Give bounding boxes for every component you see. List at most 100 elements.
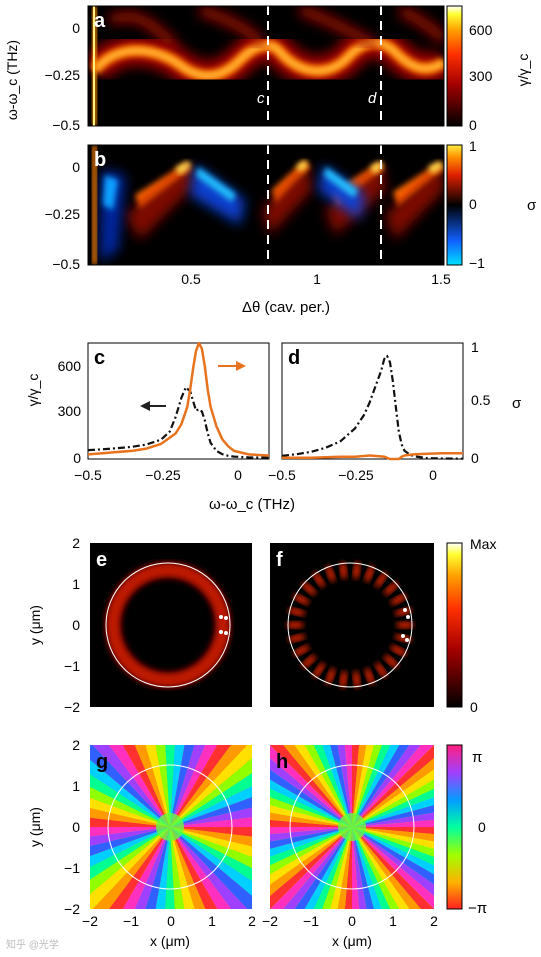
g-xtick-neg2: −2 bbox=[82, 913, 98, 929]
mode-lobe bbox=[293, 594, 310, 605]
panel-a-heatmap bbox=[88, 6, 444, 126]
phase-sector bbox=[313, 827, 352, 909]
colorbar-gh-min: −π bbox=[468, 900, 487, 917]
colorbar-b-label: σ bbox=[527, 197, 537, 214]
series-line-c-gamma bbox=[87, 386, 270, 459]
b-ytick-0: 0 bbox=[72, 159, 80, 175]
b-xtick-1: 1 bbox=[313, 271, 321, 287]
phase-sector bbox=[170, 827, 218, 909]
phase-sector bbox=[352, 779, 434, 827]
phase-sector bbox=[352, 827, 400, 909]
phase-sector bbox=[170, 827, 248, 909]
c-xtick-0: 0 bbox=[234, 467, 242, 483]
mode-lobe bbox=[352, 670, 361, 689]
mode-lobe bbox=[364, 565, 375, 583]
c-xtick-neg025: −0.25 bbox=[145, 467, 181, 483]
phase-sector bbox=[270, 788, 352, 827]
colorbar-gh: π 0 −π bbox=[446, 744, 487, 917]
phase-sector bbox=[90, 827, 170, 857]
scatterer-2 bbox=[219, 630, 223, 634]
phase-sector bbox=[170, 827, 232, 909]
mode-lobe bbox=[390, 594, 407, 605]
mode-lobe bbox=[286, 621, 304, 629]
b-ytick-neg05: −0.5 bbox=[52, 256, 80, 272]
panel-h: h bbox=[270, 745, 434, 909]
phase-sector bbox=[322, 745, 352, 827]
colorbar-a-tick-600: 600 bbox=[469, 22, 493, 38]
phase-sector bbox=[352, 745, 391, 827]
ab-ylabel: ω-ω_c (THz) bbox=[4, 40, 20, 120]
h-xtick-0: 0 bbox=[348, 913, 356, 929]
mode-lobe bbox=[352, 561, 361, 580]
mode-lobe bbox=[287, 607, 306, 616]
phase-sector bbox=[352, 827, 382, 909]
mode-lobe bbox=[384, 654, 399, 669]
phase-sector bbox=[90, 827, 170, 837]
a-ytick-neg025: −0.25 bbox=[45, 67, 81, 83]
watermark: 知乎 @光学 bbox=[6, 938, 59, 951]
e-ytick-1: 1 bbox=[72, 576, 80, 592]
c-ylabel: γ/γ_c bbox=[25, 374, 41, 407]
phase-sector bbox=[270, 797, 352, 827]
g-xtick-1: 1 bbox=[208, 913, 216, 929]
phase-sector bbox=[270, 779, 352, 827]
mode-lobe bbox=[394, 607, 413, 616]
phase-sector bbox=[90, 774, 170, 827]
e-ytick-2: 2 bbox=[72, 535, 80, 551]
h-xtick-neg1: −1 bbox=[303, 913, 319, 929]
phase-sector bbox=[270, 827, 352, 866]
mode-lobe bbox=[339, 561, 348, 580]
b-xlabel: Δθ (cav. per.) bbox=[242, 299, 330, 316]
phase-sector bbox=[270, 805, 352, 827]
series-line-c-sigma bbox=[87, 341, 270, 457]
phase-sector bbox=[170, 745, 232, 827]
colorbar-a-label: γ/γ_c bbox=[515, 54, 531, 87]
h-xtick-neg2: −2 bbox=[262, 913, 278, 929]
phase-sector bbox=[304, 745, 352, 827]
colorbar-b-tick-0: 0 bbox=[469, 196, 477, 212]
colorbar-a: 600 300 0 γ/γ_c bbox=[446, 5, 531, 133]
marker-label-d: d bbox=[368, 90, 377, 107]
d-ytick-right-0: 0 bbox=[471, 450, 479, 466]
e-ylabel: y (μm) bbox=[27, 605, 43, 645]
panel-b-heatmap bbox=[92, 145, 444, 265]
e-ytick-0: 0 bbox=[72, 617, 80, 633]
h-xtick-2: 2 bbox=[430, 913, 438, 929]
panel-f: f bbox=[270, 543, 434, 707]
panel-c-plot bbox=[87, 341, 270, 459]
h-xtick-1: 1 bbox=[389, 913, 397, 929]
b-ytick-neg025: −0.25 bbox=[45, 206, 81, 222]
phase-sector bbox=[170, 827, 252, 857]
marker-label-c: c bbox=[257, 90, 265, 107]
b-xtick-05: 0.5 bbox=[181, 271, 201, 287]
mode-lobe bbox=[364, 667, 375, 685]
phase-sector bbox=[170, 745, 218, 827]
phase-sector bbox=[352, 827, 434, 875]
panel-c-frame bbox=[87, 342, 270, 460]
mode-lobe bbox=[301, 654, 316, 669]
mode-lobe bbox=[384, 581, 399, 596]
scatterer-1 bbox=[219, 615, 223, 619]
phase-sector bbox=[352, 745, 434, 827]
phase-sector bbox=[170, 827, 206, 909]
colorbar-ef-max: Max bbox=[470, 536, 496, 552]
phase-sector bbox=[294, 827, 352, 909]
phase-center bbox=[156, 813, 184, 841]
colorbar-ef-min: 0 bbox=[470, 699, 478, 715]
colorbar-a-tick-300: 300 bbox=[469, 68, 493, 84]
panel-e: e bbox=[90, 543, 252, 707]
mode-lobe bbox=[293, 645, 310, 656]
phase-sector bbox=[283, 745, 352, 827]
g-xtick-0: 0 bbox=[167, 913, 175, 929]
panel-label-d: d bbox=[288, 347, 300, 369]
colorbar-gh-gradient bbox=[446, 744, 463, 910]
panel-e-cavity-outline bbox=[105, 562, 231, 688]
phase-sector bbox=[352, 827, 434, 857]
phase-sector bbox=[352, 769, 434, 827]
phase-sector bbox=[90, 817, 170, 827]
phase-sector bbox=[134, 827, 170, 909]
phase-sector bbox=[270, 827, 352, 885]
c-xtick-neg05: −0.5 bbox=[74, 467, 102, 483]
mode-lobe bbox=[312, 662, 325, 678]
